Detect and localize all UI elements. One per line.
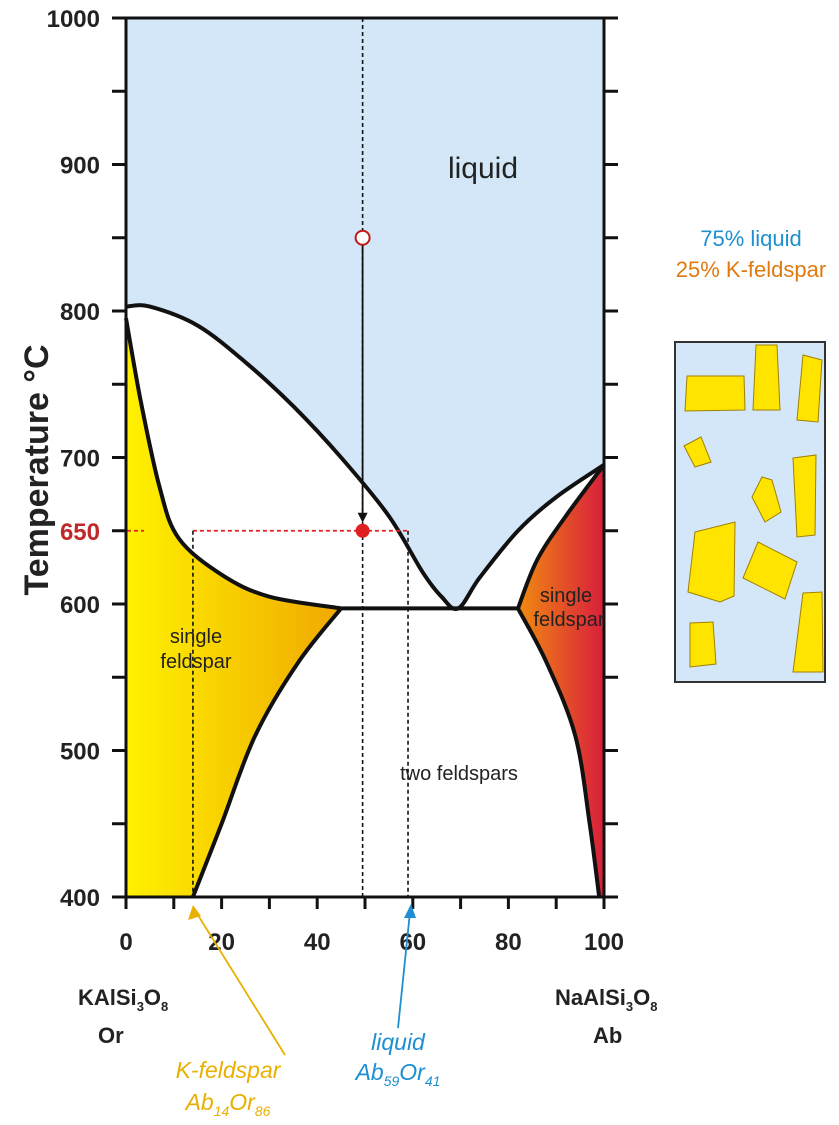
right-end-member-abbr: Ab	[593, 1023, 622, 1048]
y-tick-label: 500	[60, 739, 100, 766]
y-tick-label: 600	[60, 592, 100, 619]
cooling-arrow-head	[357, 512, 368, 523]
side-panel-kfeldspar-fraction: 25% K-feldspar	[676, 257, 826, 282]
crystal	[752, 344, 781, 411]
x-tick-label: 60	[399, 929, 426, 956]
liquid-label: liquid	[448, 152, 518, 185]
y-tick-label: 800	[60, 299, 100, 326]
left-end-member-abbr: Or	[98, 1023, 124, 1048]
liquid-annotation-name: liquid	[371, 1029, 426, 1055]
crystal	[792, 454, 817, 538]
kfeldspar-pointer-head	[188, 905, 201, 920]
single-feldspar-left-label-2: feldspar	[160, 651, 231, 673]
crystal	[687, 521, 736, 603]
end-point-marker	[355, 523, 370, 538]
single-feldspar-left-label-1: single	[170, 626, 222, 648]
left-end-member-formula: KAlSi3O8	[78, 985, 168, 1014]
y-tick-label: 400	[60, 885, 100, 912]
x-tick-label: 100	[584, 929, 624, 956]
two-feldspar-solvus-curve	[191, 463, 606, 898]
crystal	[689, 621, 717, 668]
single-feldspar-right-region	[518, 464, 604, 897]
liquid-pointer-head	[404, 904, 416, 918]
crystal	[742, 541, 798, 600]
two-feldspars-label: two feldspars	[400, 763, 518, 785]
start-point-marker	[354, 229, 371, 246]
single-feldspar-left-region	[126, 318, 342, 897]
liquid-annotation-composition: Ab59Or41	[354, 1059, 441, 1089]
kfeldspar-pointer-line	[195, 911, 286, 1056]
crystal	[796, 354, 823, 423]
crystal	[792, 591, 824, 673]
left-solvus-curve	[124, 317, 342, 611]
y-axis-title: Temperature °C	[18, 344, 56, 595]
crystal	[683, 436, 712, 468]
right-end-member-formula: NaAlSi3O8	[555, 985, 658, 1014]
kfeldspar-annotation-composition: Ab14Or86	[184, 1089, 271, 1119]
y-tick-label-650: 650	[60, 519, 100, 546]
x-tick-label: 0	[119, 929, 132, 956]
kfeldspar-annotation-name: K-feldspar	[176, 1057, 282, 1083]
crystal-mush-illustration	[674, 341, 826, 683]
liquid-pointer-line	[397, 911, 411, 1029]
single-feldspar-right-label-2: feldspar	[533, 609, 604, 631]
y-tick-label: 900	[60, 153, 100, 180]
x-tick-label: 80	[495, 929, 522, 956]
liquidus-curve	[125, 303, 606, 612]
crystal	[684, 375, 746, 412]
axis-ticks	[112, 16, 618, 909]
y-tick-label: 700	[60, 446, 100, 473]
x-tick-label: 40	[304, 929, 331, 956]
side-panel-liquid-fraction: 75% liquid	[700, 226, 802, 251]
liquid-region	[126, 18, 604, 610]
crystal	[751, 476, 782, 523]
single-feldspar-right-label-1: single	[540, 585, 592, 607]
y-tick-label: 1000	[47, 6, 100, 33]
